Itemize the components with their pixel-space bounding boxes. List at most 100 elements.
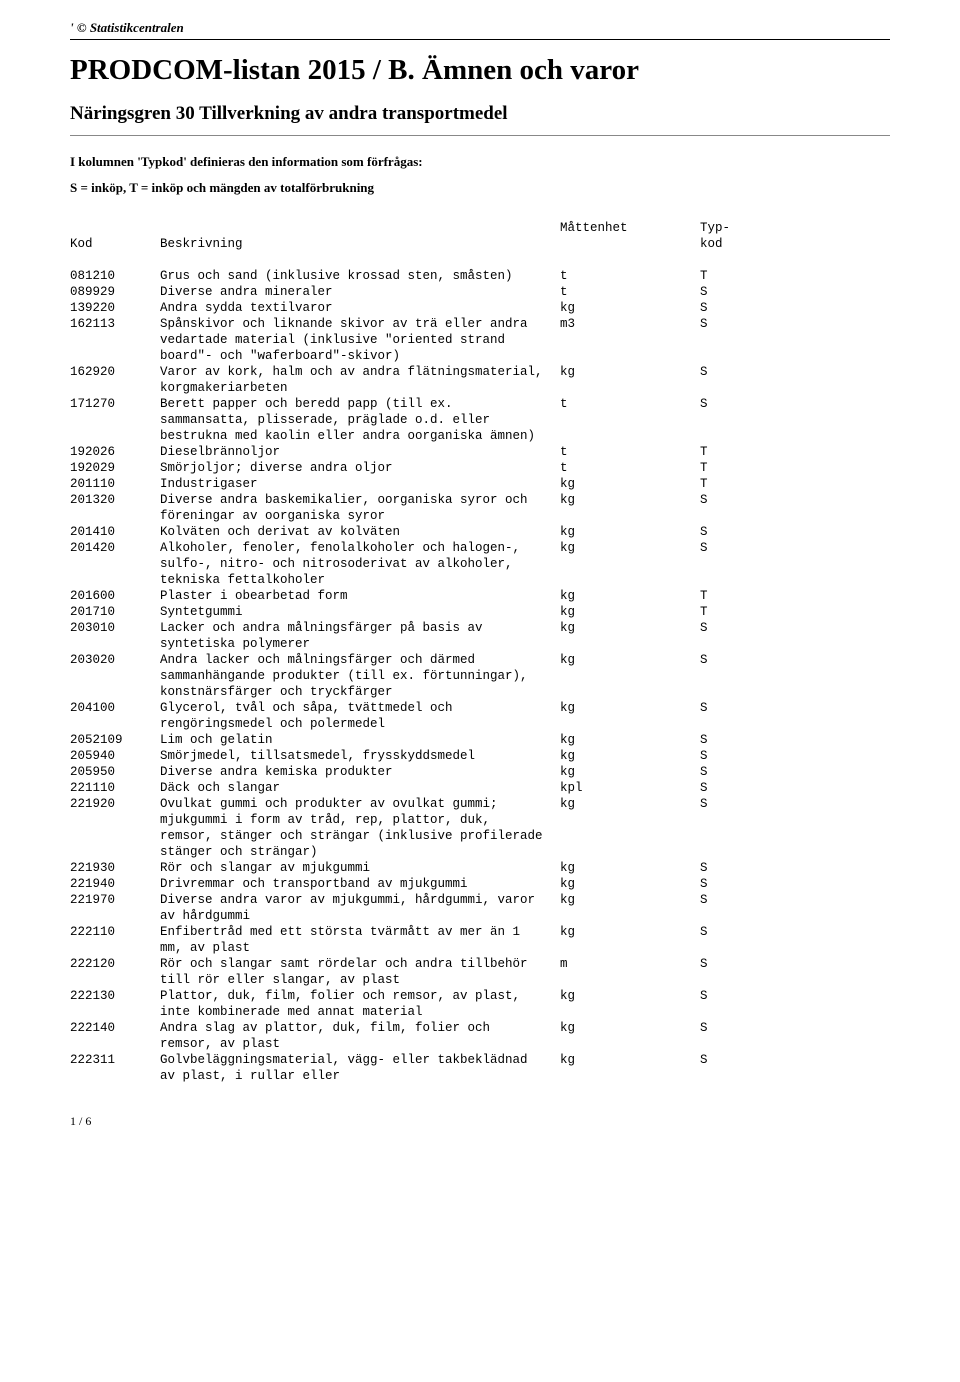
cell-unit: kg [560, 764, 700, 780]
cell-unit: kg [560, 364, 700, 380]
cell-typ: S [700, 652, 780, 668]
cell-unit: kg [560, 796, 700, 812]
cell-desc: Diverse andra baskemikalier, oorganiska … [160, 492, 560, 524]
table-row: 139220Andra sydda textilvarorkgS [70, 300, 890, 316]
cell-unit: kg [560, 652, 700, 668]
cell-unit: kg [560, 732, 700, 748]
table-row: 222311Golvbeläggningsmaterial, vägg- ell… [70, 1052, 890, 1084]
cell-desc: Rör och slangar av mjukgummi [160, 860, 560, 876]
cell-kod: 162920 [70, 364, 160, 380]
table-row: 2052109Lim och gelatinkgS [70, 732, 890, 748]
cell-typ: S [700, 780, 780, 796]
cell-kod: 222311 [70, 1052, 160, 1068]
table-row: 171270Berett papper och beredd papp (til… [70, 396, 890, 444]
top-rule [70, 39, 890, 40]
intro-line: I kolumnen 'Typkod' definieras den infor… [70, 154, 890, 170]
cell-unit: t [560, 444, 700, 460]
cell-desc: Drivremmar och transportband av mjukgumm… [160, 876, 560, 892]
page-footer: 1 / 6 [70, 1114, 890, 1129]
cell-typ: S [700, 524, 780, 540]
cell-typ: S [700, 284, 780, 300]
cell-kod: 192026 [70, 444, 160, 460]
cell-unit: kg [560, 300, 700, 316]
cell-kod: 192029 [70, 460, 160, 476]
cell-kod: 203010 [70, 620, 160, 636]
table-row: 222120Rör och slangar samt rördelar och … [70, 956, 890, 988]
table-row: 089929Diverse andra mineralertS [70, 284, 890, 300]
cell-kod: 222130 [70, 988, 160, 1004]
cell-desc: Grus och sand (inklusive krossad sten, s… [160, 268, 560, 284]
cell-kod: 2052109 [70, 732, 160, 748]
cell-kod: 089929 [70, 284, 160, 300]
table-row: 203020Andra lacker och målningsfärger oc… [70, 652, 890, 700]
copyright-line: ' © Statistikcentralen [70, 20, 890, 36]
cell-typ: S [700, 732, 780, 748]
cell-typ: S [700, 764, 780, 780]
cell-typ: S [700, 956, 780, 972]
cell-kod: 081210 [70, 268, 160, 284]
cell-unit: kg [560, 700, 700, 716]
sub-rule [70, 135, 890, 136]
cell-unit: kg [560, 924, 700, 940]
cell-kod: 201110 [70, 476, 160, 492]
cell-desc: Syntetgummi [160, 604, 560, 620]
cell-typ: S [700, 1020, 780, 1036]
cell-typ: S [700, 1052, 780, 1068]
cell-unit: kg [560, 1020, 700, 1036]
cell-unit: t [560, 268, 700, 284]
intro-line2: S = inköp, T = inköp och mängden av tota… [70, 180, 890, 196]
cell-kod: 221970 [70, 892, 160, 908]
data-table: Kod Beskrivning Måttenhet Typ- kod 08121… [70, 220, 890, 1084]
sub-title: Näringsgren 30 Tillverkning av andra tra… [70, 103, 890, 125]
cell-kod: 222120 [70, 956, 160, 972]
cell-unit: kg [560, 540, 700, 556]
cell-desc: Dieselbrännoljor [160, 444, 560, 460]
table-row: 222140Andra slag av plattor, duk, film, … [70, 1020, 890, 1052]
cell-unit: m3 [560, 316, 700, 332]
cell-typ: S [700, 860, 780, 876]
table-row: 201710SyntetgummikgT [70, 604, 890, 620]
cell-kod: 205950 [70, 764, 160, 780]
cell-unit: kg [560, 892, 700, 908]
cell-desc: Glycerol, tvål och såpa, tvättmedel och … [160, 700, 560, 732]
cell-desc: Smörjmedel, tillsatsmedel, frysskyddsmed… [160, 748, 560, 764]
cell-kod: 205940 [70, 748, 160, 764]
cell-unit: kg [560, 988, 700, 1004]
cell-desc: Alkoholer, fenoler, fenolalkoholer och h… [160, 540, 560, 588]
cell-desc: Lim och gelatin [160, 732, 560, 748]
cell-desc: Andra sydda textilvaror [160, 300, 560, 316]
table-row: 222130Plattor, duk, film, folier och rem… [70, 988, 890, 1020]
cell-unit: kg [560, 524, 700, 540]
cell-desc: Varor av kork, halm och av andra flätnin… [160, 364, 560, 396]
cell-unit: kg [560, 1052, 700, 1068]
cell-unit: kg [560, 476, 700, 492]
table-row: 201410Kolväten och derivat av kolvätenkg… [70, 524, 890, 540]
cell-typ: S [700, 300, 780, 316]
cell-typ: S [700, 700, 780, 716]
cell-typ: S [700, 364, 780, 380]
table-row: 201600Plaster i obearbetad formkgT [70, 588, 890, 604]
cell-unit: kg [560, 876, 700, 892]
cell-unit: kpl [560, 780, 700, 796]
table-header-row: Kod Beskrivning Måttenhet Typ- kod [70, 220, 890, 252]
cell-unit: kg [560, 860, 700, 876]
cell-typ: T [700, 268, 780, 284]
cell-desc: Lacker och andra målningsfärger på basis… [160, 620, 560, 652]
cell-kod: 201710 [70, 604, 160, 620]
cell-typ: S [700, 620, 780, 636]
hdr-kod: Kod [70, 220, 160, 252]
cell-desc: Ovulkat gummi och produkter av ovulkat g… [160, 796, 560, 860]
table-row: 205950Diverse andra kemiska produkterkgS [70, 764, 890, 780]
table-row: 201110IndustrigaserkgT [70, 476, 890, 492]
cell-typ: S [700, 540, 780, 556]
cell-kod: 201600 [70, 588, 160, 604]
table-row: 221940Drivremmar och transportband av mj… [70, 876, 890, 892]
cell-unit: kg [560, 748, 700, 764]
cell-desc: Diverse andra mineraler [160, 284, 560, 300]
table-row: 221920Ovulkat gummi och produkter av ovu… [70, 796, 890, 860]
cell-unit: t [560, 396, 700, 412]
cell-typ: S [700, 988, 780, 1004]
table-row: 221970Diverse andra varor av mjukgummi, … [70, 892, 890, 924]
table-row: 162920Varor av kork, halm och av andra f… [70, 364, 890, 396]
table-row: 204100Glycerol, tvål och såpa, tvättmede… [70, 700, 890, 732]
